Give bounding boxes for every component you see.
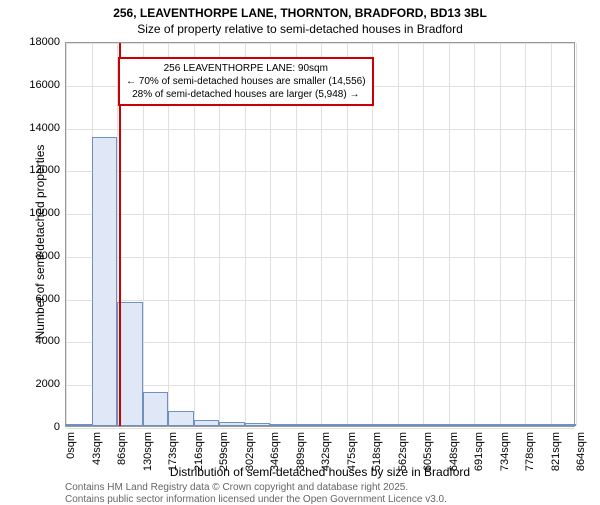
gridline-v [525,43,526,426]
histogram-bar [92,137,118,426]
annotation-line3: 28% of semi-detached houses are larger (… [126,88,366,101]
histogram-bar [321,424,347,426]
y-tick-label: 14000 [10,122,60,134]
gridline-h [66,428,574,429]
annotation-line2: ← 70% of semi-detached houses are smalle… [126,75,366,88]
y-tick-label: 16000 [10,79,60,91]
histogram-bar [398,424,424,426]
x-tick-label: 259sqm [218,432,230,472]
histogram-bar [474,424,500,426]
plot-area: 256 LEAVENTHORPE LANE: 90sqm ← 70% of se… [65,42,575,427]
x-tick-label: 821sqm [550,432,562,472]
y-tick-label: 2000 [10,378,60,390]
histogram-bar [372,424,398,426]
x-tick-label: 0sqm [65,432,77,472]
x-tick-label: 605sqm [422,432,434,472]
y-tick-label: 0 [10,421,60,433]
x-tick-label: 518sqm [371,432,383,472]
histogram-bar [168,411,194,426]
x-tick-label: 389sqm [295,432,307,472]
histogram-bar [551,424,577,426]
histogram-bar [143,392,169,426]
histogram-bar [219,422,245,426]
x-tick-label: 86sqm [116,432,128,472]
gridline-v [551,43,552,426]
histogram-bar [347,424,373,426]
histogram-bar [245,423,271,426]
x-tick-label: 691sqm [473,432,485,472]
histogram-bar [449,424,475,426]
gridline-v [423,43,424,426]
gridline-v [474,43,475,426]
x-tick-label: 562sqm [397,432,409,472]
x-tick-label: 475sqm [346,432,358,472]
x-tick-label: 302sqm [244,432,256,472]
x-tick-label: 734sqm [499,432,511,472]
chart-title-sub: Size of property relative to semi-detach… [0,22,600,36]
histogram-bar [66,424,92,426]
chart-title-main: 256, LEAVENTHORPE LANE, THORNTON, BRADFO… [0,6,600,20]
histogram-bar [525,424,551,426]
y-axis-label: Number of semi-detached properties [33,117,47,367]
annotation-box: 256 LEAVENTHORPE LANE: 90sqm ← 70% of se… [118,57,374,106]
y-tick-label: 6000 [10,293,60,305]
chart-container: 256, LEAVENTHORPE LANE, THORNTON, BRADFO… [0,0,600,500]
x-tick-label: 648sqm [448,432,460,472]
y-tick-label: 12000 [10,164,60,176]
x-tick-label: 216sqm [193,432,205,472]
y-tick-label: 18000 [10,36,60,48]
x-tick-label: 173sqm [167,432,179,472]
histogram-bar [194,420,220,426]
gridline-v [576,43,577,426]
x-tick-label: 864sqm [575,432,587,472]
x-tick-label: 346sqm [269,432,281,472]
gridline-v [66,43,67,426]
x-tick-label: 43sqm [91,432,103,472]
y-tick-label: 4000 [10,335,60,347]
footer-line1: Contains HM Land Registry data © Crown c… [65,482,408,493]
y-tick-label: 10000 [10,207,60,219]
annotation-line1: 256 LEAVENTHORPE LANE: 90sqm [126,62,366,75]
x-tick-label: 778sqm [524,432,536,472]
gridline-v [398,43,399,426]
histogram-bar [296,424,322,426]
histogram-bar [423,424,449,426]
gridline-v [500,43,501,426]
histogram-bar [500,424,526,426]
gridline-v [449,43,450,426]
x-tick-label: 130sqm [142,432,154,472]
y-tick-label: 8000 [10,250,60,262]
histogram-bar [270,424,296,426]
x-tick-label: 432sqm [320,432,332,472]
